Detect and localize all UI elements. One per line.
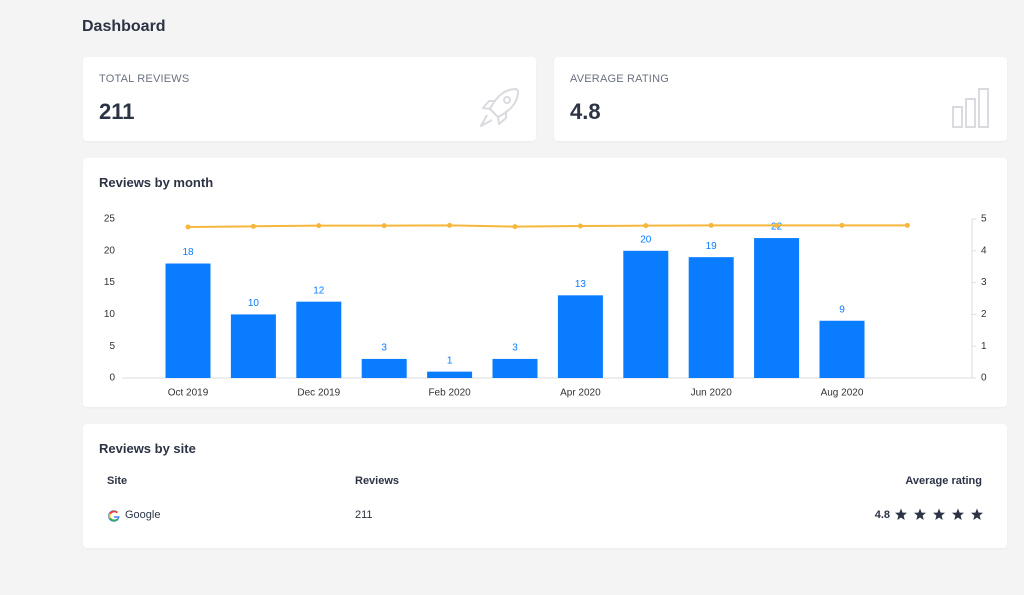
bar (754, 238, 800, 378)
line-point (316, 223, 322, 229)
x-tick-label: Dec 2019 (297, 388, 340, 399)
y2-tick-label: 3 (981, 277, 987, 288)
column-header: Reviews (355, 475, 400, 487)
bar-label: 3 (512, 343, 518, 354)
stat-card: AVERAGE RATING 4.8 (554, 57, 1007, 141)
table-title: Reviews by site (99, 441, 196, 456)
stat-label: AVERAGE RATING (570, 73, 669, 85)
rocket-icon (480, 88, 519, 127)
bar (557, 295, 603, 378)
bar-icon (952, 88, 989, 128)
bar-label: 18 (182, 247, 194, 258)
bar (623, 250, 669, 378)
y-tick-label: 15 (104, 277, 116, 288)
line-point (381, 223, 387, 229)
x-tick-label: Aug 2020 (821, 388, 864, 399)
line-point (250, 223, 256, 229)
line-point (708, 222, 714, 228)
y2-tick-label: 1 (981, 341, 987, 352)
y-tick-label: 20 (104, 245, 116, 256)
y2-tick-label: 0 (981, 373, 987, 384)
bar-label: 19 (706, 241, 718, 252)
bar (230, 314, 276, 378)
y-tick-label: 0 (109, 373, 115, 384)
y-tick-label: 5 (109, 341, 115, 352)
bar-label: 12 (313, 285, 325, 296)
bar-label: 13 (575, 279, 587, 290)
bar-label: 1 (447, 355, 453, 366)
x-tick-label: Feb 2020 (428, 388, 471, 399)
line (187, 224, 908, 228)
y-tick-label: 25 (104, 214, 116, 225)
bar (165, 263, 211, 378)
stat-value: 4.8 (570, 99, 601, 124)
table-card: Reviews by site Site Reviews Average rat… (83, 424, 1007, 548)
x-tick-label: Apr 2020 (560, 388, 601, 399)
stat-card: TOTAL REVIEWS 211 (83, 57, 536, 141)
stat-value: 211 (99, 99, 135, 124)
bar-label: 3 (381, 343, 387, 354)
y-tick-label: 10 (104, 309, 116, 320)
stat-label: TOTAL REVIEWS (99, 73, 190, 85)
bar (688, 257, 734, 378)
review-count: 211 (355, 509, 373, 521)
bar (361, 358, 407, 378)
line-point (447, 222, 453, 228)
bar-label: 9 (839, 304, 845, 315)
bar (819, 320, 865, 378)
y2-tick-label: 2 (981, 309, 987, 320)
line-point (643, 223, 649, 229)
page-title: Dashboard (82, 18, 166, 35)
line-point (839, 222, 845, 228)
column-header: Average rating (905, 475, 982, 487)
y2-tick-label: 5 (981, 214, 987, 225)
line-point (904, 222, 910, 228)
bar-label: 10 (248, 298, 260, 309)
site-name: Google (125, 509, 161, 521)
bar (492, 358, 538, 378)
line-point (185, 224, 191, 230)
chart-title: Reviews by month (99, 175, 214, 190)
line-point (512, 224, 518, 230)
y2-tick-label: 4 (981, 245, 987, 256)
bar (296, 301, 342, 378)
chart-card: Reviews by month 0 5 10 15 20 25 0 1 2 3 4 5 Oct 201… (83, 158, 1007, 407)
line-point (577, 223, 583, 229)
x-tick-label: Oct 2019 (168, 388, 209, 399)
line-point (774, 222, 780, 228)
column-header: Site (107, 475, 128, 487)
bar-label: 20 (640, 234, 652, 245)
google-icon (108, 510, 120, 522)
rating-stars (895, 508, 983, 520)
rating-value: 4.8 (874, 509, 890, 521)
bar (427, 371, 473, 378)
x-tick-label: Jun 2020 (691, 388, 733, 399)
